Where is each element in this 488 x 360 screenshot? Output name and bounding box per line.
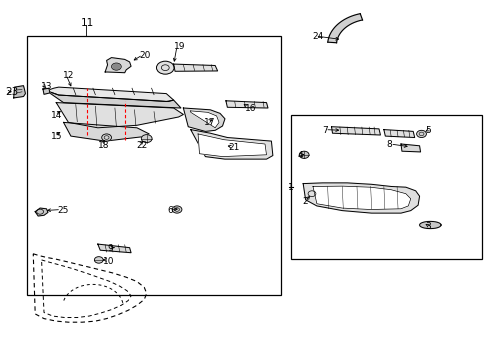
Text: 13: 13	[41, 82, 52, 91]
Circle shape	[416, 130, 426, 138]
Text: 11: 11	[81, 18, 94, 28]
Text: 4: 4	[297, 151, 303, 160]
Text: 16: 16	[244, 104, 256, 112]
Text: 17: 17	[204, 118, 216, 127]
Polygon shape	[35, 208, 48, 216]
Text: 19: 19	[173, 42, 185, 51]
Text: 1: 1	[287, 183, 293, 192]
Text: 6: 6	[167, 206, 173, 215]
Text: 14: 14	[51, 111, 62, 120]
Polygon shape	[98, 244, 131, 253]
Polygon shape	[190, 111, 219, 128]
Polygon shape	[327, 14, 362, 43]
Text: 12: 12	[62, 71, 74, 80]
Polygon shape	[43, 88, 50, 94]
Text: 3: 3	[425, 222, 430, 231]
Bar	[27, 36, 281, 295]
Polygon shape	[190, 130, 272, 159]
Polygon shape	[303, 183, 419, 213]
Polygon shape	[331, 127, 380, 135]
Polygon shape	[225, 101, 267, 108]
Text: 2: 2	[302, 197, 307, 206]
Bar	[290, 115, 481, 259]
Text: 10: 10	[102, 256, 114, 265]
Polygon shape	[173, 64, 217, 71]
Polygon shape	[14, 86, 25, 98]
Circle shape	[172, 206, 182, 213]
Text: 18: 18	[98, 141, 109, 150]
Polygon shape	[400, 144, 420, 152]
Circle shape	[94, 257, 103, 263]
Polygon shape	[46, 87, 173, 102]
Circle shape	[102, 134, 111, 141]
Polygon shape	[383, 130, 414, 138]
Polygon shape	[46, 91, 181, 108]
Text: 23: 23	[5, 87, 18, 97]
Text: 7: 7	[321, 126, 327, 135]
Text: 20: 20	[139, 51, 150, 60]
Circle shape	[112, 64, 120, 69]
Circle shape	[141, 135, 152, 143]
Text: 5: 5	[425, 126, 430, 135]
Polygon shape	[312, 186, 410, 210]
Polygon shape	[183, 108, 224, 131]
Polygon shape	[105, 58, 131, 73]
Text: 25: 25	[58, 206, 69, 215]
Polygon shape	[56, 103, 183, 128]
Text: 22: 22	[136, 141, 147, 150]
Polygon shape	[419, 221, 440, 229]
Circle shape	[299, 151, 308, 158]
Text: 24: 24	[311, 32, 323, 41]
Text: 8: 8	[386, 140, 391, 149]
Text: 9: 9	[107, 244, 113, 253]
Circle shape	[156, 61, 174, 74]
Polygon shape	[198, 134, 266, 157]
Text: 21: 21	[228, 143, 240, 152]
Polygon shape	[63, 122, 149, 141]
Text: 15: 15	[51, 132, 63, 141]
